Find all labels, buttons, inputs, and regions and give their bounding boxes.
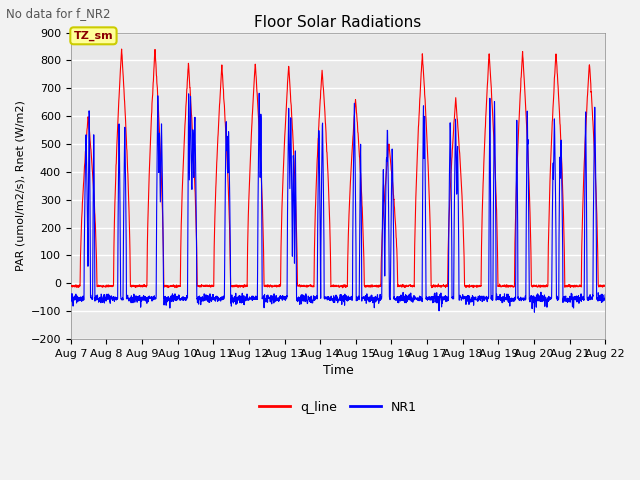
X-axis label: Time: Time (323, 364, 353, 377)
Title: Floor Solar Radiations: Floor Solar Radiations (254, 15, 422, 30)
Y-axis label: PAR (umol/m2/s), Rnet (W/m2): PAR (umol/m2/s), Rnet (W/m2) (15, 100, 25, 271)
Text: No data for f_NR2: No data for f_NR2 (6, 7, 111, 20)
Text: TZ_sm: TZ_sm (74, 31, 113, 41)
Legend: q_line, NR1: q_line, NR1 (254, 396, 422, 419)
